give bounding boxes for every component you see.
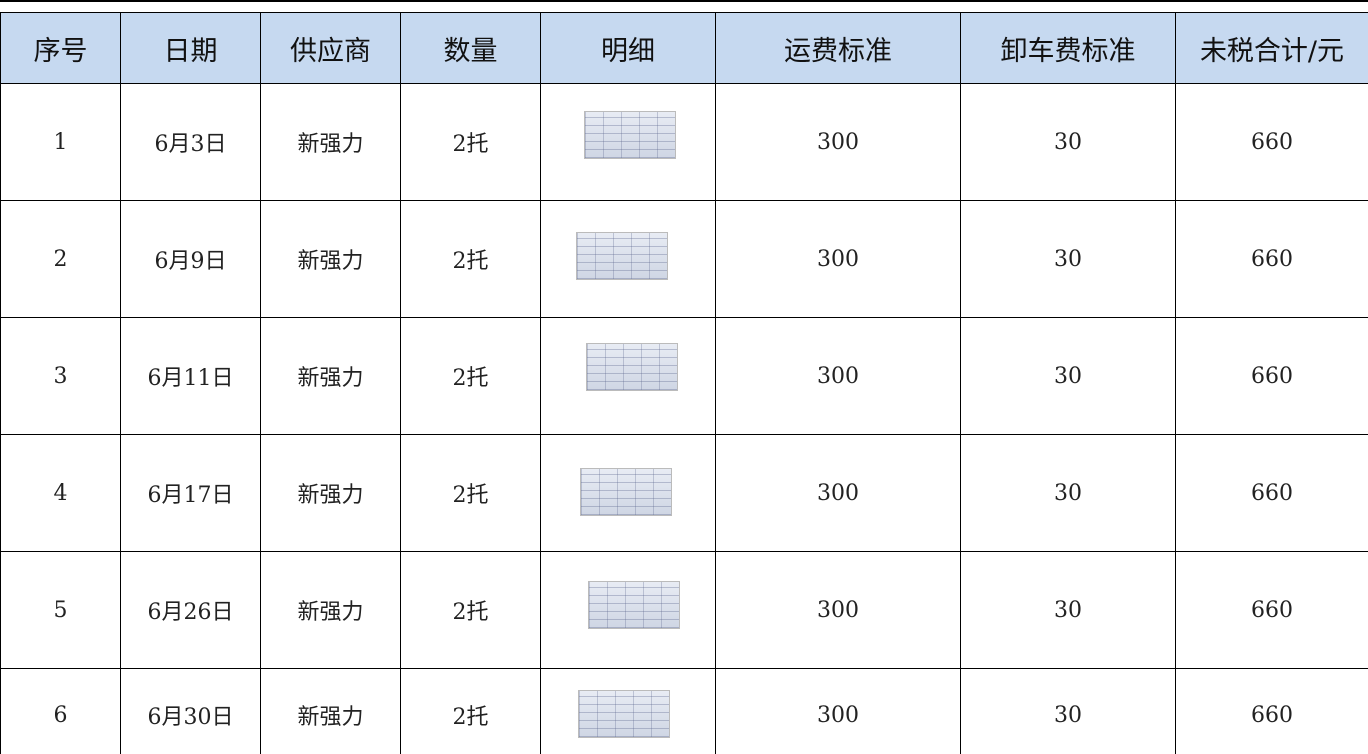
- table-cell: 300: [715, 668, 961, 754]
- header-cell: 明细: [540, 12, 716, 84]
- table-cell: 660: [1175, 668, 1368, 754]
- header-cell: 数量: [400, 12, 541, 84]
- table-cell: 4: [0, 434, 121, 552]
- table-body: 1 6月3日 新强力 2托 300 30 660 2 6月9日 新强力 2托 300 30 660 3 6月1…: [0, 83, 1368, 754]
- receipt-thumbnail: [578, 690, 670, 738]
- receipt-thumbnail: [580, 468, 672, 516]
- table-cell: 6月26日: [120, 551, 261, 669]
- table-cell: 新强力: [260, 200, 401, 318]
- table-cell: 2托: [400, 200, 541, 318]
- table-cell: 6月11日: [120, 317, 261, 435]
- receipt-thumbnail: [576, 232, 668, 280]
- header-row: 序号 日期 供应商 数量 明细 运费标准 卸车费标准 未税合计/元: [0, 12, 1368, 84]
- table-cell: 300: [715, 551, 961, 669]
- table-cell: 2托: [400, 83, 541, 201]
- table-cell: 300: [715, 200, 961, 318]
- table-cell: 2托: [400, 551, 541, 669]
- table-cell: 660: [1175, 83, 1368, 201]
- table-cell: 2: [0, 200, 121, 318]
- table-cell: 6: [0, 668, 121, 754]
- table-cell: 300: [715, 434, 961, 552]
- table-row: 5 6月26日 新强力 2托 300 30 660: [0, 551, 1368, 669]
- header-cell: 未税合计/元: [1175, 12, 1368, 84]
- header-cell: 日期: [120, 12, 261, 84]
- table-cell: 30: [960, 434, 1176, 552]
- detail-cell: [540, 551, 716, 669]
- header-cell: 运费标准: [715, 12, 961, 84]
- table-cell: 30: [960, 200, 1176, 318]
- table-cell: 30: [960, 668, 1176, 754]
- table-cell: 新强力: [260, 317, 401, 435]
- table-cell: 660: [1175, 434, 1368, 552]
- table-cell: 2托: [400, 668, 541, 754]
- table-cell: 新强力: [260, 434, 401, 552]
- receipt-thumbnail: [588, 581, 680, 629]
- header-cell: 供应商: [260, 12, 401, 84]
- table-cell: 6月30日: [120, 668, 261, 754]
- table-cell: 6月3日: [120, 83, 261, 201]
- table-cell: 新强力: [260, 83, 401, 201]
- table-cell: 300: [715, 83, 961, 201]
- table-cell: 660: [1175, 200, 1368, 318]
- receipt-thumbnail: [584, 111, 676, 159]
- table-cell: 300: [715, 317, 961, 435]
- table-cell: 1: [0, 83, 121, 201]
- detail-cell: [540, 317, 716, 435]
- table-cell: 新强力: [260, 551, 401, 669]
- table-cell: 660: [1175, 551, 1368, 669]
- table-cell: 30: [960, 83, 1176, 201]
- data-table: 序号 日期 供应商 数量 明细 运费标准 卸车费标准 未税合计/元 1 6月3日 新强力 2托 300…: [0, 12, 1368, 754]
- table-cell: 6月9日: [120, 200, 261, 318]
- table-cell: 660: [1175, 317, 1368, 435]
- table-row: 1 6月3日 新强力 2托 300 30 660: [0, 83, 1368, 201]
- header-cell: 序号: [0, 12, 121, 84]
- table-row: 2 6月9日 新强力 2托 300 30 660: [0, 200, 1368, 318]
- table-cell: 30: [960, 551, 1176, 669]
- table-cell: 3: [0, 317, 121, 435]
- detail-cell: [540, 200, 716, 318]
- table-row: 6 6月30日 新强力 2托 300 30 660: [0, 668, 1368, 754]
- table-row: 4 6月17日 新强力 2托 300 30 660: [0, 434, 1368, 552]
- receipt-thumbnail: [586, 343, 678, 391]
- detail-cell: [540, 668, 716, 754]
- header-cell: 卸车费标准: [960, 12, 1176, 84]
- table-cell: 新强力: [260, 668, 401, 754]
- detail-cell: [540, 434, 716, 552]
- table-cell: 5: [0, 551, 121, 669]
- table-cell: 2托: [400, 434, 541, 552]
- table-cell: 6月17日: [120, 434, 261, 552]
- detail-cell: [540, 83, 716, 201]
- table-row: 3 6月11日 新强力 2托 300 30 660: [0, 317, 1368, 435]
- table-cell: 30: [960, 317, 1176, 435]
- table-cell: 2托: [400, 317, 541, 435]
